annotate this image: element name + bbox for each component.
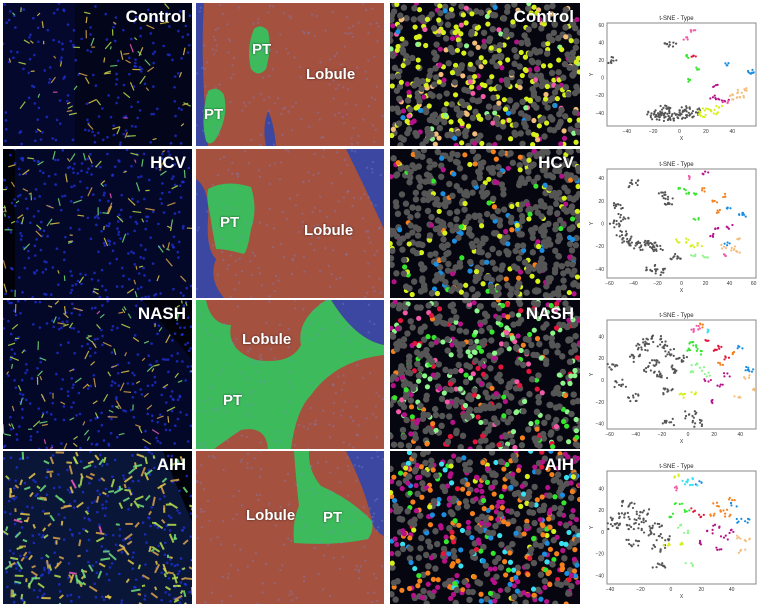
cell-map <box>390 149 580 298</box>
svg-text:−40: −40 <box>596 267 605 273</box>
svg-text:0: 0 <box>601 378 604 384</box>
condition-label: HCV <box>150 153 186 172</box>
region-label-pt: PT <box>223 392 243 409</box>
svg-text:20: 20 <box>711 432 717 438</box>
region-label-lobule: Lobule <box>242 331 292 348</box>
condition-label: AIH <box>156 455 186 474</box>
svg-text:Y: Y <box>589 372 595 376</box>
segmentation-aih: Lobule PT <box>196 451 384 604</box>
scatter-plot: −60 −40 −20 0 20 40 60 40 20 0 −20 −40 X Y <box>589 168 757 294</box>
tsne-plot-nash: t-SNE - Type −60 −40 −20 0 20 40 40 20 0 −20 −40 X Y <box>585 300 768 449</box>
svg-text:40: 40 <box>598 40 604 46</box>
cell-classification-aih: AIH <box>390 451 580 604</box>
tsne-plot-hcv: t-SNE - Type −60 −40 −20 0 20 40 60 40 20 0 −20 −40… <box>585 149 768 298</box>
segmentation-hcv: PT Lobule <box>196 149 384 298</box>
cell-map <box>390 451 580 604</box>
if-texture <box>3 300 192 449</box>
svg-text:0: 0 <box>680 281 683 287</box>
segmentation-map <box>196 451 384 604</box>
svg-text:20: 20 <box>598 199 604 205</box>
cell-map <box>390 3 580 146</box>
segmentation-map <box>196 3 384 146</box>
scatter-plot: −40 −20 0 20 40 60 40 20 0 −20 −40 X Y <box>589 22 757 142</box>
svg-text:−40: −40 <box>623 129 632 135</box>
svg-text:20: 20 <box>598 356 604 362</box>
if-image-aih: AIH <box>3 451 192 604</box>
if-texture <box>3 451 192 604</box>
svg-text:X: X <box>680 136 684 142</box>
svg-text:20: 20 <box>598 58 604 64</box>
svg-text:20: 20 <box>703 129 709 135</box>
svg-text:Y: Y <box>589 72 595 76</box>
tsne-plot-aih: t-SNE - Type −40 −20 0 20 40 40 20 0 −20 −40 X Y <box>585 451 768 604</box>
cell-classification-nash: NASH <box>390 300 580 449</box>
svg-text:−60: −60 <box>605 432 614 438</box>
svg-text:X: X <box>680 288 684 294</box>
svg-text:X: X <box>680 439 684 445</box>
region-label-pt: PT <box>323 509 343 526</box>
segmentation-map <box>196 149 384 298</box>
segmentation-control: PT PT Lobule <box>196 3 384 146</box>
condition-label: NASH <box>137 304 186 323</box>
region-label-lobule: Lobule <box>246 507 296 524</box>
segmentation-nash: Lobule PT <box>196 300 384 449</box>
svg-text:−20: −20 <box>653 281 662 287</box>
cell-map <box>390 300 580 449</box>
svg-text:−20: −20 <box>596 400 605 406</box>
region-label-lobule: Lobule <box>306 66 356 83</box>
svg-text:40: 40 <box>598 334 604 340</box>
svg-text:Y: Y <box>589 221 595 225</box>
plot-title: t-SNE - Type <box>659 162 694 168</box>
plot-title: t-SNE - Type <box>659 313 694 319</box>
svg-text:60: 60 <box>751 281 757 287</box>
if-image-nash: NASH <box>3 300 192 449</box>
svg-text:−20: −20 <box>596 93 605 99</box>
region-label-pt: PT <box>220 214 240 231</box>
region-label-pt: PT <box>204 106 224 123</box>
tsne-plot-control: t-SNE - Type −40 −20 0 20 40 60 40 20 0 −20 −40 X Y <box>585 3 768 146</box>
svg-text:40: 40 <box>738 432 744 438</box>
segmentation-map <box>196 300 384 449</box>
condition-label: Control <box>125 7 186 26</box>
condition-label: Control <box>513 7 574 26</box>
svg-text:−20: −20 <box>658 432 667 438</box>
svg-text:−40: −40 <box>629 281 638 287</box>
svg-text:−20: −20 <box>596 244 605 250</box>
svg-text:60: 60 <box>598 23 604 29</box>
svg-text:0: 0 <box>687 432 690 438</box>
cell-classification-hcv: HCV <box>390 149 580 298</box>
svg-text:−40: −40 <box>596 422 605 428</box>
region-label-lobule: Lobule <box>304 222 354 239</box>
if-texture <box>3 149 192 298</box>
svg-text:−40: −40 <box>632 432 641 438</box>
if-texture <box>3 3 192 146</box>
svg-text:20: 20 <box>703 281 709 287</box>
plot-title: t-SNE - Type <box>659 464 694 470</box>
cell-classification-control: Control <box>390 3 580 146</box>
condition-label: AIH <box>544 455 574 474</box>
if-image-control: Control <box>3 3 192 146</box>
region-label-pt: PT <box>252 41 272 58</box>
svg-text:−20: −20 <box>649 129 658 135</box>
svg-text:40: 40 <box>598 176 604 182</box>
svg-text:0: 0 <box>601 76 604 82</box>
condition-label: NASH <box>525 304 574 323</box>
svg-text:−40: −40 <box>596 111 605 117</box>
svg-text:−60: −60 <box>605 281 614 287</box>
svg-text:40: 40 <box>727 281 733 287</box>
if-image-hcv: HCV <box>3 149 192 298</box>
plot-title: t-SNE - Type <box>659 16 694 22</box>
svg-text:0: 0 <box>678 129 681 135</box>
svg-text:0: 0 <box>601 222 604 228</box>
svg-text:40: 40 <box>729 129 735 135</box>
condition-label: HCV <box>538 153 574 172</box>
